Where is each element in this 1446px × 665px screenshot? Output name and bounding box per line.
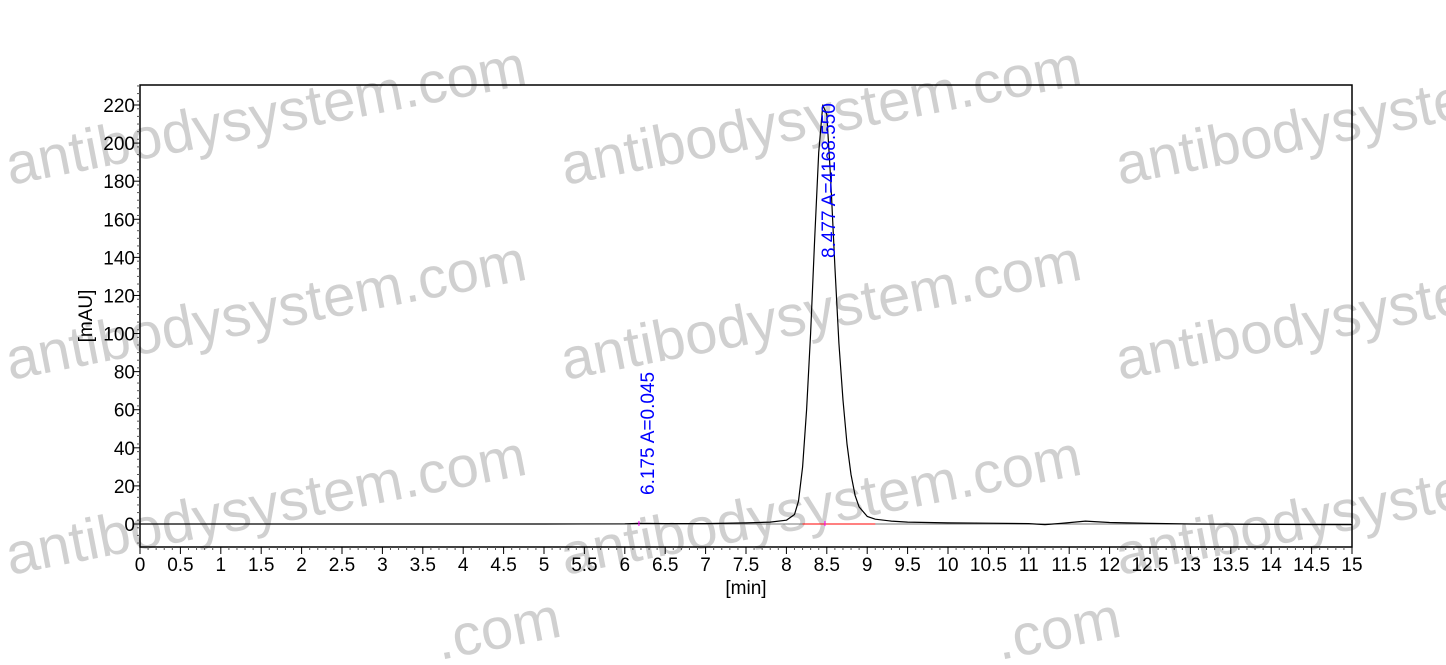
x-tick-label: 9 xyxy=(862,555,873,576)
x-tick-label: 15 xyxy=(1341,555,1362,576)
y-axis-label: [mAU] xyxy=(76,290,97,343)
watermark-text: antibodysystem.com xyxy=(1110,33,1446,198)
x-tick-label: 10 xyxy=(937,555,958,576)
y-tick-label: 20 xyxy=(114,477,135,498)
x-tick-label: 7 xyxy=(700,555,711,576)
x-tick-label: 3.5 xyxy=(410,555,436,576)
x-tick-label: 13.5 xyxy=(1212,555,1249,576)
x-tick-label: 1 xyxy=(216,555,227,576)
watermark-text: antibodysystem.com xyxy=(1110,228,1446,393)
watermark-text: .com xyxy=(990,585,1126,665)
x-tick-label: 6.5 xyxy=(652,555,678,576)
x-tick-label: 7.5 xyxy=(733,555,759,576)
x-tick-label: 12 xyxy=(1099,555,1120,576)
chromatogram-trace xyxy=(140,104,1353,526)
x-tick-label: 6 xyxy=(620,555,631,576)
y-tick-label: 140 xyxy=(103,248,135,269)
x-tick-label: 11 xyxy=(1019,555,1039,576)
series-layer xyxy=(140,104,1353,526)
y-tick-label: 180 xyxy=(103,172,135,193)
x-tick-label: 4 xyxy=(458,555,469,576)
x-tick-label: 8 xyxy=(781,555,792,576)
x-tick-label: 1.5 xyxy=(248,555,274,576)
peak-label: 8.477 A=4168.550 xyxy=(819,103,840,258)
x-tick-label: 9.5 xyxy=(894,555,920,576)
x-tick-label: 2 xyxy=(296,555,307,576)
x-tick-label: 13 xyxy=(1180,555,1201,576)
peak-annotations: 6.175 A=0.045 8.477 A=4168.550 xyxy=(638,103,840,526)
y-tick-label: 60 xyxy=(114,401,135,422)
axis-ticks: 0 0.5 1 1.5 2 2.5 3 3.5 4 4.5 5 5.5 6 6.5 7 7.5 8 8.5 9 9.5… xyxy=(103,85,1363,576)
x-tick-label: 14 xyxy=(1261,555,1283,576)
y-tick-label: 80 xyxy=(114,363,135,384)
x-tick-label: 11.5 xyxy=(1051,555,1087,576)
x-tick-label: 5 xyxy=(539,555,550,576)
y-tick-label: 40 xyxy=(114,439,135,460)
peak-label: 6.175 A=0.045 xyxy=(638,372,659,495)
x-tick-label: 5.5 xyxy=(571,555,597,576)
x-tick-label: 10.5 xyxy=(970,555,1007,576)
x-tick-label: 3 xyxy=(377,555,388,576)
x-tick-label: 4.5 xyxy=(490,555,516,576)
y-tick-label: 0 xyxy=(124,515,135,536)
watermark-text: antibodysystem.com xyxy=(0,33,531,198)
x-tick-label: 14.5 xyxy=(1293,555,1330,576)
x-tick-label: 0 xyxy=(135,555,146,576)
x-tick-label: 0.5 xyxy=(167,555,193,576)
y-tick-label: 100 xyxy=(103,325,135,346)
x-tick-label: 2.5 xyxy=(329,555,355,576)
y-tick-label: 220 xyxy=(103,96,135,117)
y-tick-label: 200 xyxy=(103,134,135,155)
x-tick-label: 12.5 xyxy=(1132,555,1169,576)
x-tick-label: 8.5 xyxy=(814,555,840,576)
y-tick-label: 120 xyxy=(103,286,135,307)
y-tick-label: 160 xyxy=(103,210,135,231)
watermark-text: .com xyxy=(430,585,566,665)
x-axis-label: [min] xyxy=(725,578,766,599)
